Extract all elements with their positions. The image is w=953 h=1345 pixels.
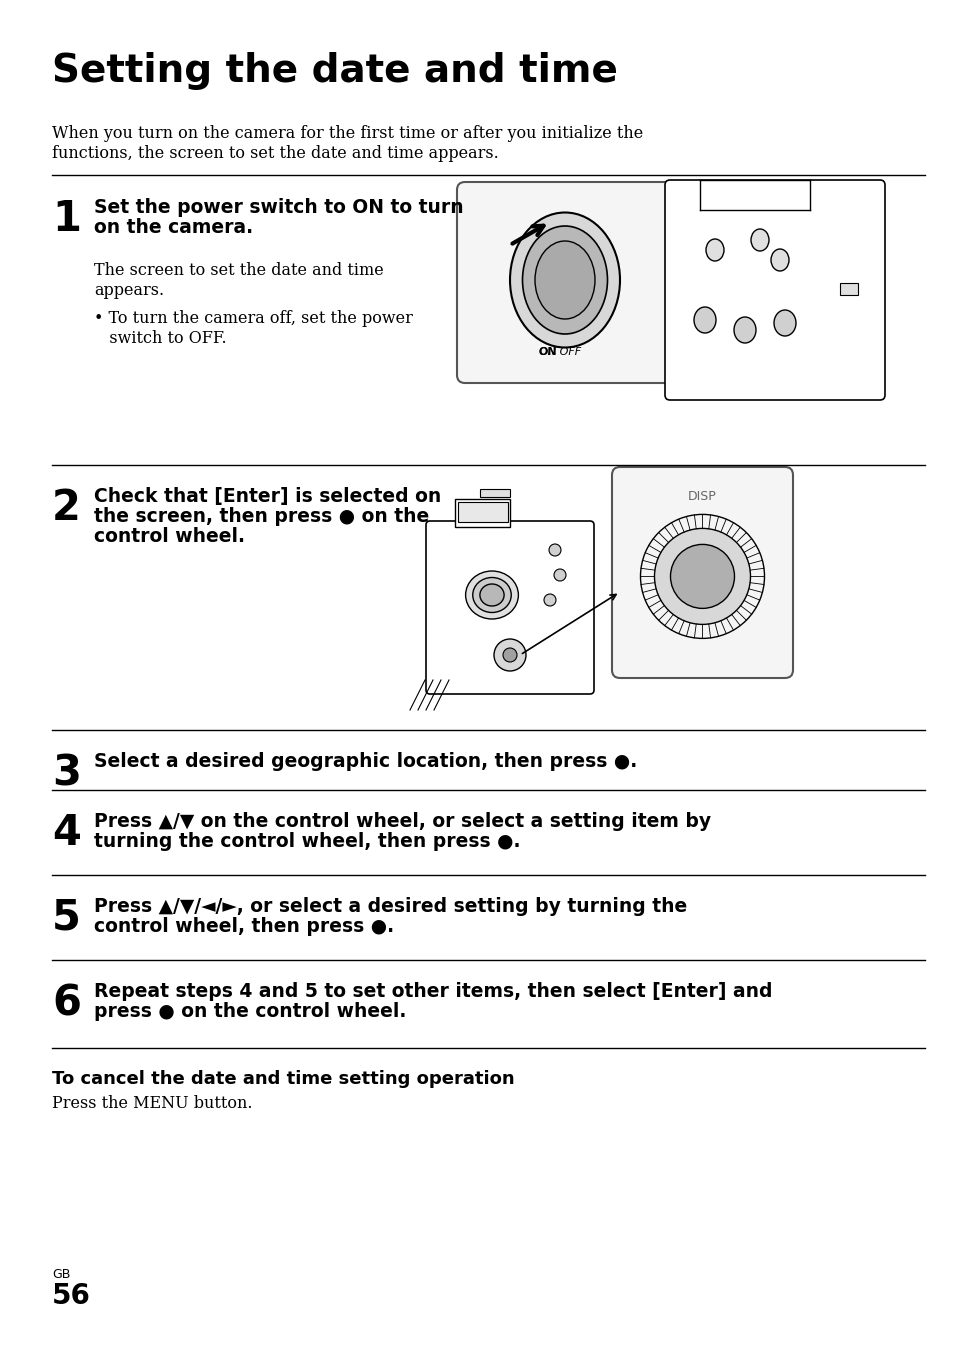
Text: The screen to set the date and time: The screen to set the date and time xyxy=(94,262,383,278)
Text: GB: GB xyxy=(52,1268,71,1280)
Text: Press ▲/▼ on the control wheel, or select a setting item by: Press ▲/▼ on the control wheel, or selec… xyxy=(94,812,710,831)
Text: Check that [Enter] is selected on: Check that [Enter] is selected on xyxy=(94,487,441,506)
FancyBboxPatch shape xyxy=(612,467,792,678)
FancyBboxPatch shape xyxy=(426,521,594,694)
Ellipse shape xyxy=(705,239,723,261)
Ellipse shape xyxy=(465,572,517,619)
Bar xyxy=(457,502,507,522)
Text: Press ▲/▼/◄/►, or select a desired setting by turning the: Press ▲/▼/◄/►, or select a desired setti… xyxy=(94,897,686,916)
Circle shape xyxy=(554,569,565,581)
Bar xyxy=(840,282,857,295)
Text: • To turn the camera off, set the power: • To turn the camera off, set the power xyxy=(94,309,413,327)
Text: Setting the date and time: Setting the date and time xyxy=(52,52,618,90)
Ellipse shape xyxy=(535,241,595,319)
Text: 56: 56 xyxy=(52,1282,91,1310)
Text: 5: 5 xyxy=(52,897,81,939)
Bar xyxy=(479,490,510,498)
Ellipse shape xyxy=(770,249,788,270)
Ellipse shape xyxy=(733,317,755,343)
Text: Repeat steps 4 and 5 to set other items, then select [Enter] and: Repeat steps 4 and 5 to set other items,… xyxy=(94,982,772,1001)
Circle shape xyxy=(548,543,560,555)
Text: Press the MENU button.: Press the MENU button. xyxy=(52,1095,253,1112)
Circle shape xyxy=(543,594,556,607)
Text: press ● on the control wheel.: press ● on the control wheel. xyxy=(94,1002,406,1021)
Ellipse shape xyxy=(750,229,768,252)
Text: 4: 4 xyxy=(52,812,81,854)
Text: To cancel the date and time setting operation: To cancel the date and time setting oper… xyxy=(52,1071,514,1088)
Ellipse shape xyxy=(473,577,511,612)
Text: DISP: DISP xyxy=(687,490,716,503)
Text: functions, the screen to set the date and time appears.: functions, the screen to set the date an… xyxy=(52,145,498,161)
FancyBboxPatch shape xyxy=(456,182,672,383)
Text: control wheel, then press ●.: control wheel, then press ●. xyxy=(94,917,394,936)
Text: ON: ON xyxy=(538,347,557,356)
Ellipse shape xyxy=(479,584,503,607)
Text: the screen, then press ● on the: the screen, then press ● on the xyxy=(94,507,429,526)
Circle shape xyxy=(670,545,734,608)
Text: Select a desired geographic location, then press ●.: Select a desired geographic location, th… xyxy=(94,752,637,771)
FancyBboxPatch shape xyxy=(664,180,884,399)
Circle shape xyxy=(502,648,517,662)
Bar xyxy=(455,499,510,527)
Text: appears.: appears. xyxy=(94,282,164,299)
Text: control wheel.: control wheel. xyxy=(94,527,245,546)
Text: 6: 6 xyxy=(52,982,81,1024)
Text: 3: 3 xyxy=(52,752,81,794)
Text: When you turn on the camera for the first time or after you initialize the: When you turn on the camera for the firs… xyxy=(52,125,642,143)
Text: Set the power switch to ON to turn: Set the power switch to ON to turn xyxy=(94,198,463,217)
Ellipse shape xyxy=(522,226,607,334)
Ellipse shape xyxy=(510,213,619,347)
Circle shape xyxy=(494,639,525,671)
Text: switch to OFF.: switch to OFF. xyxy=(94,330,227,347)
Text: ON OFF: ON OFF xyxy=(538,347,580,356)
Ellipse shape xyxy=(773,309,795,336)
Ellipse shape xyxy=(693,307,716,334)
Text: 1: 1 xyxy=(52,198,81,239)
Circle shape xyxy=(654,529,750,624)
Text: 2: 2 xyxy=(52,487,81,529)
Text: on the camera.: on the camera. xyxy=(94,218,253,237)
Text: turning the control wheel, then press ●.: turning the control wheel, then press ●. xyxy=(94,833,520,851)
